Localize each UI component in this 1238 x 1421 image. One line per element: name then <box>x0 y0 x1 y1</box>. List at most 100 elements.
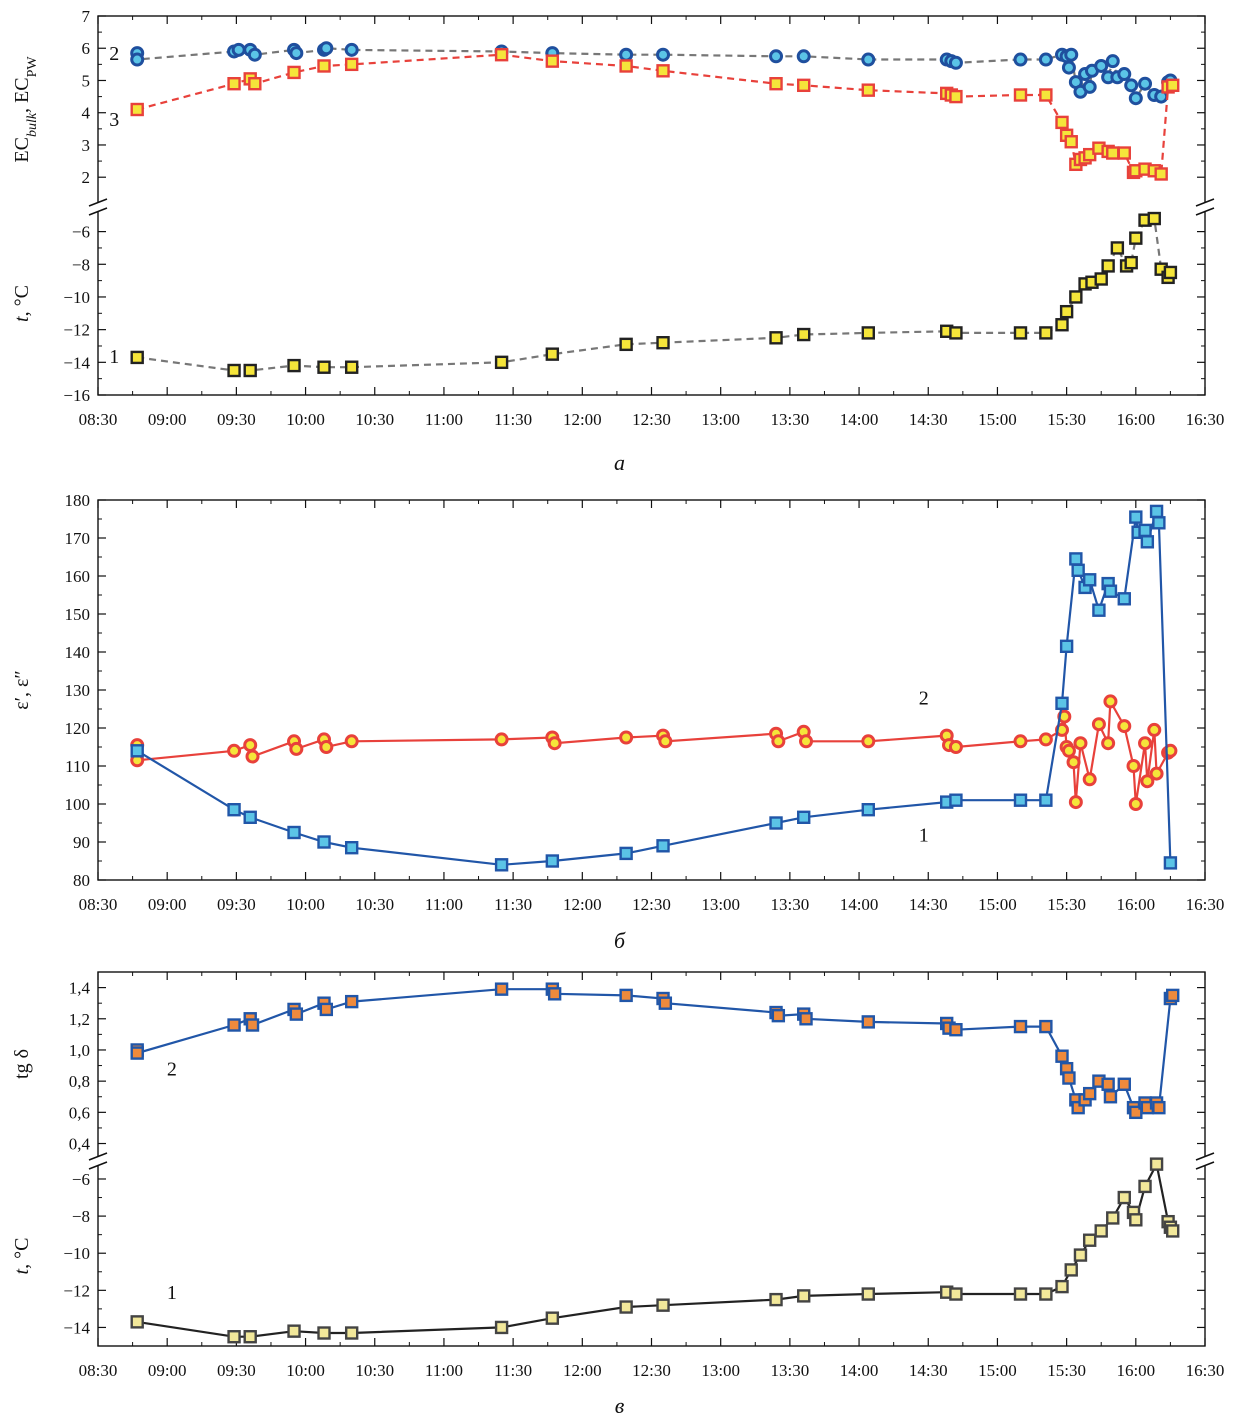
x-tick-label: 10:00 <box>286 410 325 429</box>
x-tick-label: 12:30 <box>632 1361 671 1380</box>
series-2-point-28 <box>1062 1071 1076 1085</box>
series-1-point-4 <box>317 835 331 849</box>
series-2-point-14 <box>656 47 671 62</box>
series-1-point-22 <box>1094 272 1108 286</box>
series-1-point-20 <box>1071 563 1085 577</box>
plot-frame-a <box>97 15 1206 396</box>
series-3-point-28 <box>1106 146 1120 160</box>
series-1-point-15 <box>1013 793 1028 807</box>
series-label-1: 1 <box>167 1282 177 1304</box>
series-1-point-27 <box>1129 231 1143 245</box>
y-tick-label: −10 <box>63 288 90 307</box>
series-1-point-33 <box>1163 856 1178 870</box>
series-1-point-15 <box>1013 326 1028 340</box>
y-tick-label: 180 <box>65 491 91 510</box>
y-tick-label: 5 <box>82 71 91 90</box>
x-tick-label: 09:00 <box>148 895 187 914</box>
series-2-point-17 <box>861 52 876 67</box>
series-1-point-22 <box>1082 573 1097 587</box>
x-tick-label: 15:30 <box>1047 410 1086 429</box>
x-tick-label: 12:00 <box>563 410 602 429</box>
series-2-point-42 <box>1152 1100 1166 1115</box>
axis-break-mark <box>88 1161 108 1170</box>
x-tick-label: 16:30 <box>1186 1361 1225 1380</box>
series-1-point-16 <box>1039 326 1053 340</box>
series-3-point-17 <box>1013 88 1028 102</box>
y-tick-label: −6 <box>72 1170 90 1189</box>
series-1-point-32 <box>1152 516 1166 530</box>
series-2-point-3 <box>243 738 258 753</box>
series-1-point-23 <box>1101 259 1115 273</box>
series-1-point-25 <box>1129 1213 1143 1227</box>
series-1-point-8 <box>619 1300 633 1314</box>
series-3-point-11 <box>769 77 783 91</box>
series-1-point-11 <box>797 1289 811 1303</box>
series-1-point-0 <box>130 1315 144 1329</box>
y-tick-label: 1,2 <box>69 1010 90 1029</box>
series-2-point-10 <box>494 982 509 996</box>
series-2-point-15 <box>769 49 784 64</box>
series-1-point-14 <box>949 793 963 807</box>
series-1-point-30 <box>1140 535 1155 549</box>
series-1-point-3 <box>287 358 301 373</box>
series-1-point-29 <box>1147 211 1161 226</box>
x-tick-label: 13:30 <box>771 410 810 429</box>
series-1-line <box>137 217 1172 372</box>
series-2-point-13 <box>619 730 634 745</box>
series-3-point-9 <box>619 59 633 73</box>
series-1-point-21 <box>1094 1224 1108 1238</box>
series-1-point-23 <box>1092 603 1106 617</box>
series-2-point-10 <box>494 732 509 747</box>
x-tick-label: 15:30 <box>1047 1361 1086 1380</box>
series-2-point-17 <box>771 734 786 749</box>
series-1-point-0 <box>130 744 144 758</box>
series-2-point-8 <box>319 1002 334 1017</box>
series-2-point-26 <box>1055 1049 1069 1063</box>
y-tick-label: 120 <box>65 719 91 738</box>
series-2-panel-b <box>130 694 1178 811</box>
series-1-point-7 <box>545 854 560 868</box>
series-2-point-32 <box>1082 1086 1097 1101</box>
series-1-point-8 <box>619 846 633 861</box>
series-1-point-22 <box>1106 1211 1120 1225</box>
series-2-point-37 <box>1124 78 1139 93</box>
x-tick-label: 09:00 <box>148 1361 187 1380</box>
series-1-point-32 <box>1163 265 1178 280</box>
series-2-point-40 <box>1138 736 1153 751</box>
series-1-point-11 <box>797 810 811 824</box>
y-tick-label: 0,6 <box>69 1103 90 1122</box>
series-1-point-17 <box>1055 318 1069 332</box>
y-tick-label: −6 <box>72 223 90 242</box>
series-1-point-10 <box>769 331 783 345</box>
series-1-point-6 <box>494 1320 509 1335</box>
series-2-point-32 <box>1073 736 1088 751</box>
series-3-point-21 <box>1064 135 1078 149</box>
series-1-point-18 <box>1059 304 1074 319</box>
series-2-point-12 <box>547 736 562 751</box>
series-1-point-26 <box>1117 592 1131 606</box>
series-3-point-1 <box>227 77 241 91</box>
y-tick-label: −16 <box>63 386 90 405</box>
x-tick-label: 08:30 <box>79 895 118 914</box>
series-1-point-26 <box>1138 1179 1152 1194</box>
y-tick-label: 170 <box>65 529 91 548</box>
series-3-point-36 <box>1166 78 1180 93</box>
series-2-point-26 <box>1064 47 1079 62</box>
series-3-point-8 <box>545 54 560 68</box>
series-2-point-8 <box>319 740 334 754</box>
series-2-point-1 <box>130 1046 144 1060</box>
series-1-point-14 <box>949 326 963 340</box>
series-1-point-29 <box>1138 523 1152 538</box>
series-2-point-24 <box>1013 734 1028 749</box>
x-tick-label: 16:30 <box>1186 410 1225 429</box>
series-2-panel-a <box>130 41 1178 106</box>
y-tick-label: 130 <box>65 681 91 700</box>
series-1-point-10 <box>769 816 783 830</box>
series-label-2: 2 <box>109 43 119 65</box>
series-2-point-36 <box>1117 67 1132 82</box>
series-2-point-7 <box>289 46 304 61</box>
series-2-point-21 <box>1013 52 1028 67</box>
series-2-point-15 <box>658 996 673 1010</box>
series-1-point-10 <box>769 1292 783 1307</box>
x-tick-label: 11:30 <box>494 1361 532 1380</box>
